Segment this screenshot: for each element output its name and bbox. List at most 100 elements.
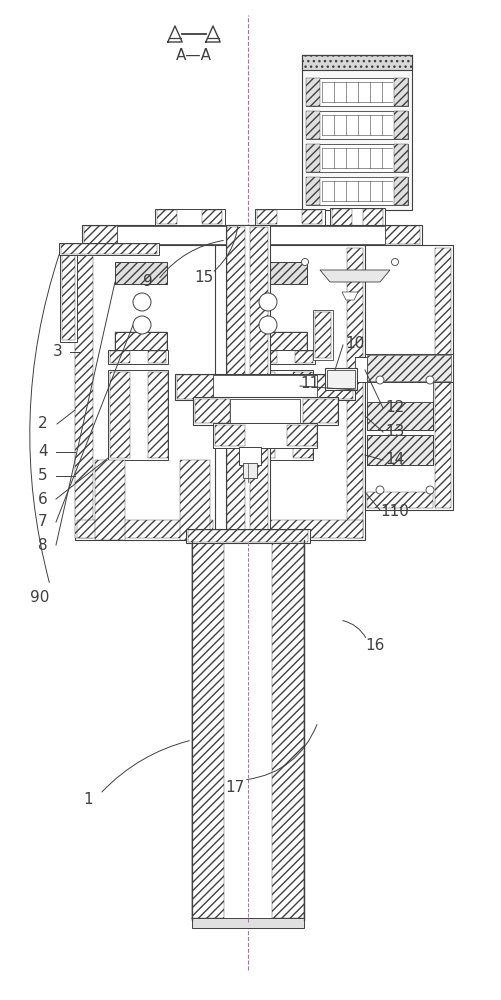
Bar [215,425,245,446]
Bar [237,520,363,538]
Polygon shape [310,232,405,248]
Bar [363,209,383,231]
Bar [155,209,225,225]
Bar [367,402,433,430]
Bar [95,460,125,540]
Bar [60,245,77,342]
Bar [306,177,320,205]
Circle shape [426,486,434,494]
Bar [306,144,408,172]
Bar [306,111,408,139]
Bar [235,245,365,540]
Polygon shape [342,292,358,300]
Circle shape [376,486,384,494]
Bar [293,372,313,458]
Circle shape [391,258,398,265]
Bar [295,351,313,363]
Bar [202,210,222,224]
Text: 9: 9 [143,274,153,290]
Bar [115,332,167,352]
Circle shape [259,293,277,311]
Polygon shape [320,270,390,282]
Text: 1: 1 [83,792,93,808]
Bar [226,225,270,565]
Bar [255,372,275,458]
Bar [110,351,130,363]
Bar [367,435,433,465]
Bar [315,312,331,358]
Bar [330,232,348,248]
Bar [285,246,413,274]
Bar [315,375,353,399]
Text: 90: 90 [31,590,50,605]
Bar [332,209,352,231]
Bar [255,332,307,352]
Bar [347,248,363,538]
Bar [115,332,167,352]
Bar [213,375,317,399]
Text: 15: 15 [194,269,213,284]
Bar [117,226,385,244]
Bar [115,262,167,284]
Bar [342,280,358,292]
Bar [108,350,168,364]
Bar [257,210,277,224]
Bar [110,372,130,458]
Bar [84,226,119,244]
Text: 7: 7 [38,514,48,530]
Bar [213,423,317,448]
Bar [365,354,453,382]
Bar [250,227,268,563]
Bar [385,226,420,244]
Bar [255,209,325,225]
Bar [188,530,308,542]
Bar [302,55,412,70]
Bar [157,210,177,224]
Text: 14: 14 [385,452,405,468]
Bar [306,144,320,172]
Bar [306,111,320,139]
Bar [255,262,307,284]
Bar [306,177,408,205]
Bar [75,245,215,540]
Bar [435,248,451,508]
Bar [195,399,230,423]
Bar [302,55,412,210]
Bar [227,227,245,563]
Text: 8: 8 [38,538,48,552]
Bar [192,918,304,928]
Bar [394,177,408,205]
Bar [192,542,224,918]
Bar [77,520,213,538]
Bar [410,256,422,272]
Bar [243,463,257,478]
Bar [287,247,312,273]
Bar [59,243,159,255]
Bar [82,225,422,245]
Text: 5: 5 [38,468,48,484]
Bar [186,529,310,543]
Bar [415,258,423,268]
Bar [367,232,385,248]
Text: 110: 110 [381,504,409,520]
Bar [255,350,315,364]
Bar [180,460,210,540]
Bar [303,399,338,423]
Bar [386,247,411,273]
Bar [327,370,355,388]
Circle shape [302,258,309,265]
Bar [394,144,408,172]
Text: 10: 10 [345,336,365,351]
Bar [367,435,433,465]
Bar [325,368,357,390]
Bar [253,370,313,460]
Bar [239,447,261,465]
Bar [287,425,317,446]
Text: 17: 17 [225,780,244,796]
Bar [272,542,304,918]
Bar [306,78,320,106]
Bar [257,351,277,363]
Text: 12: 12 [385,400,405,416]
Bar [313,310,333,360]
Bar [230,399,300,423]
